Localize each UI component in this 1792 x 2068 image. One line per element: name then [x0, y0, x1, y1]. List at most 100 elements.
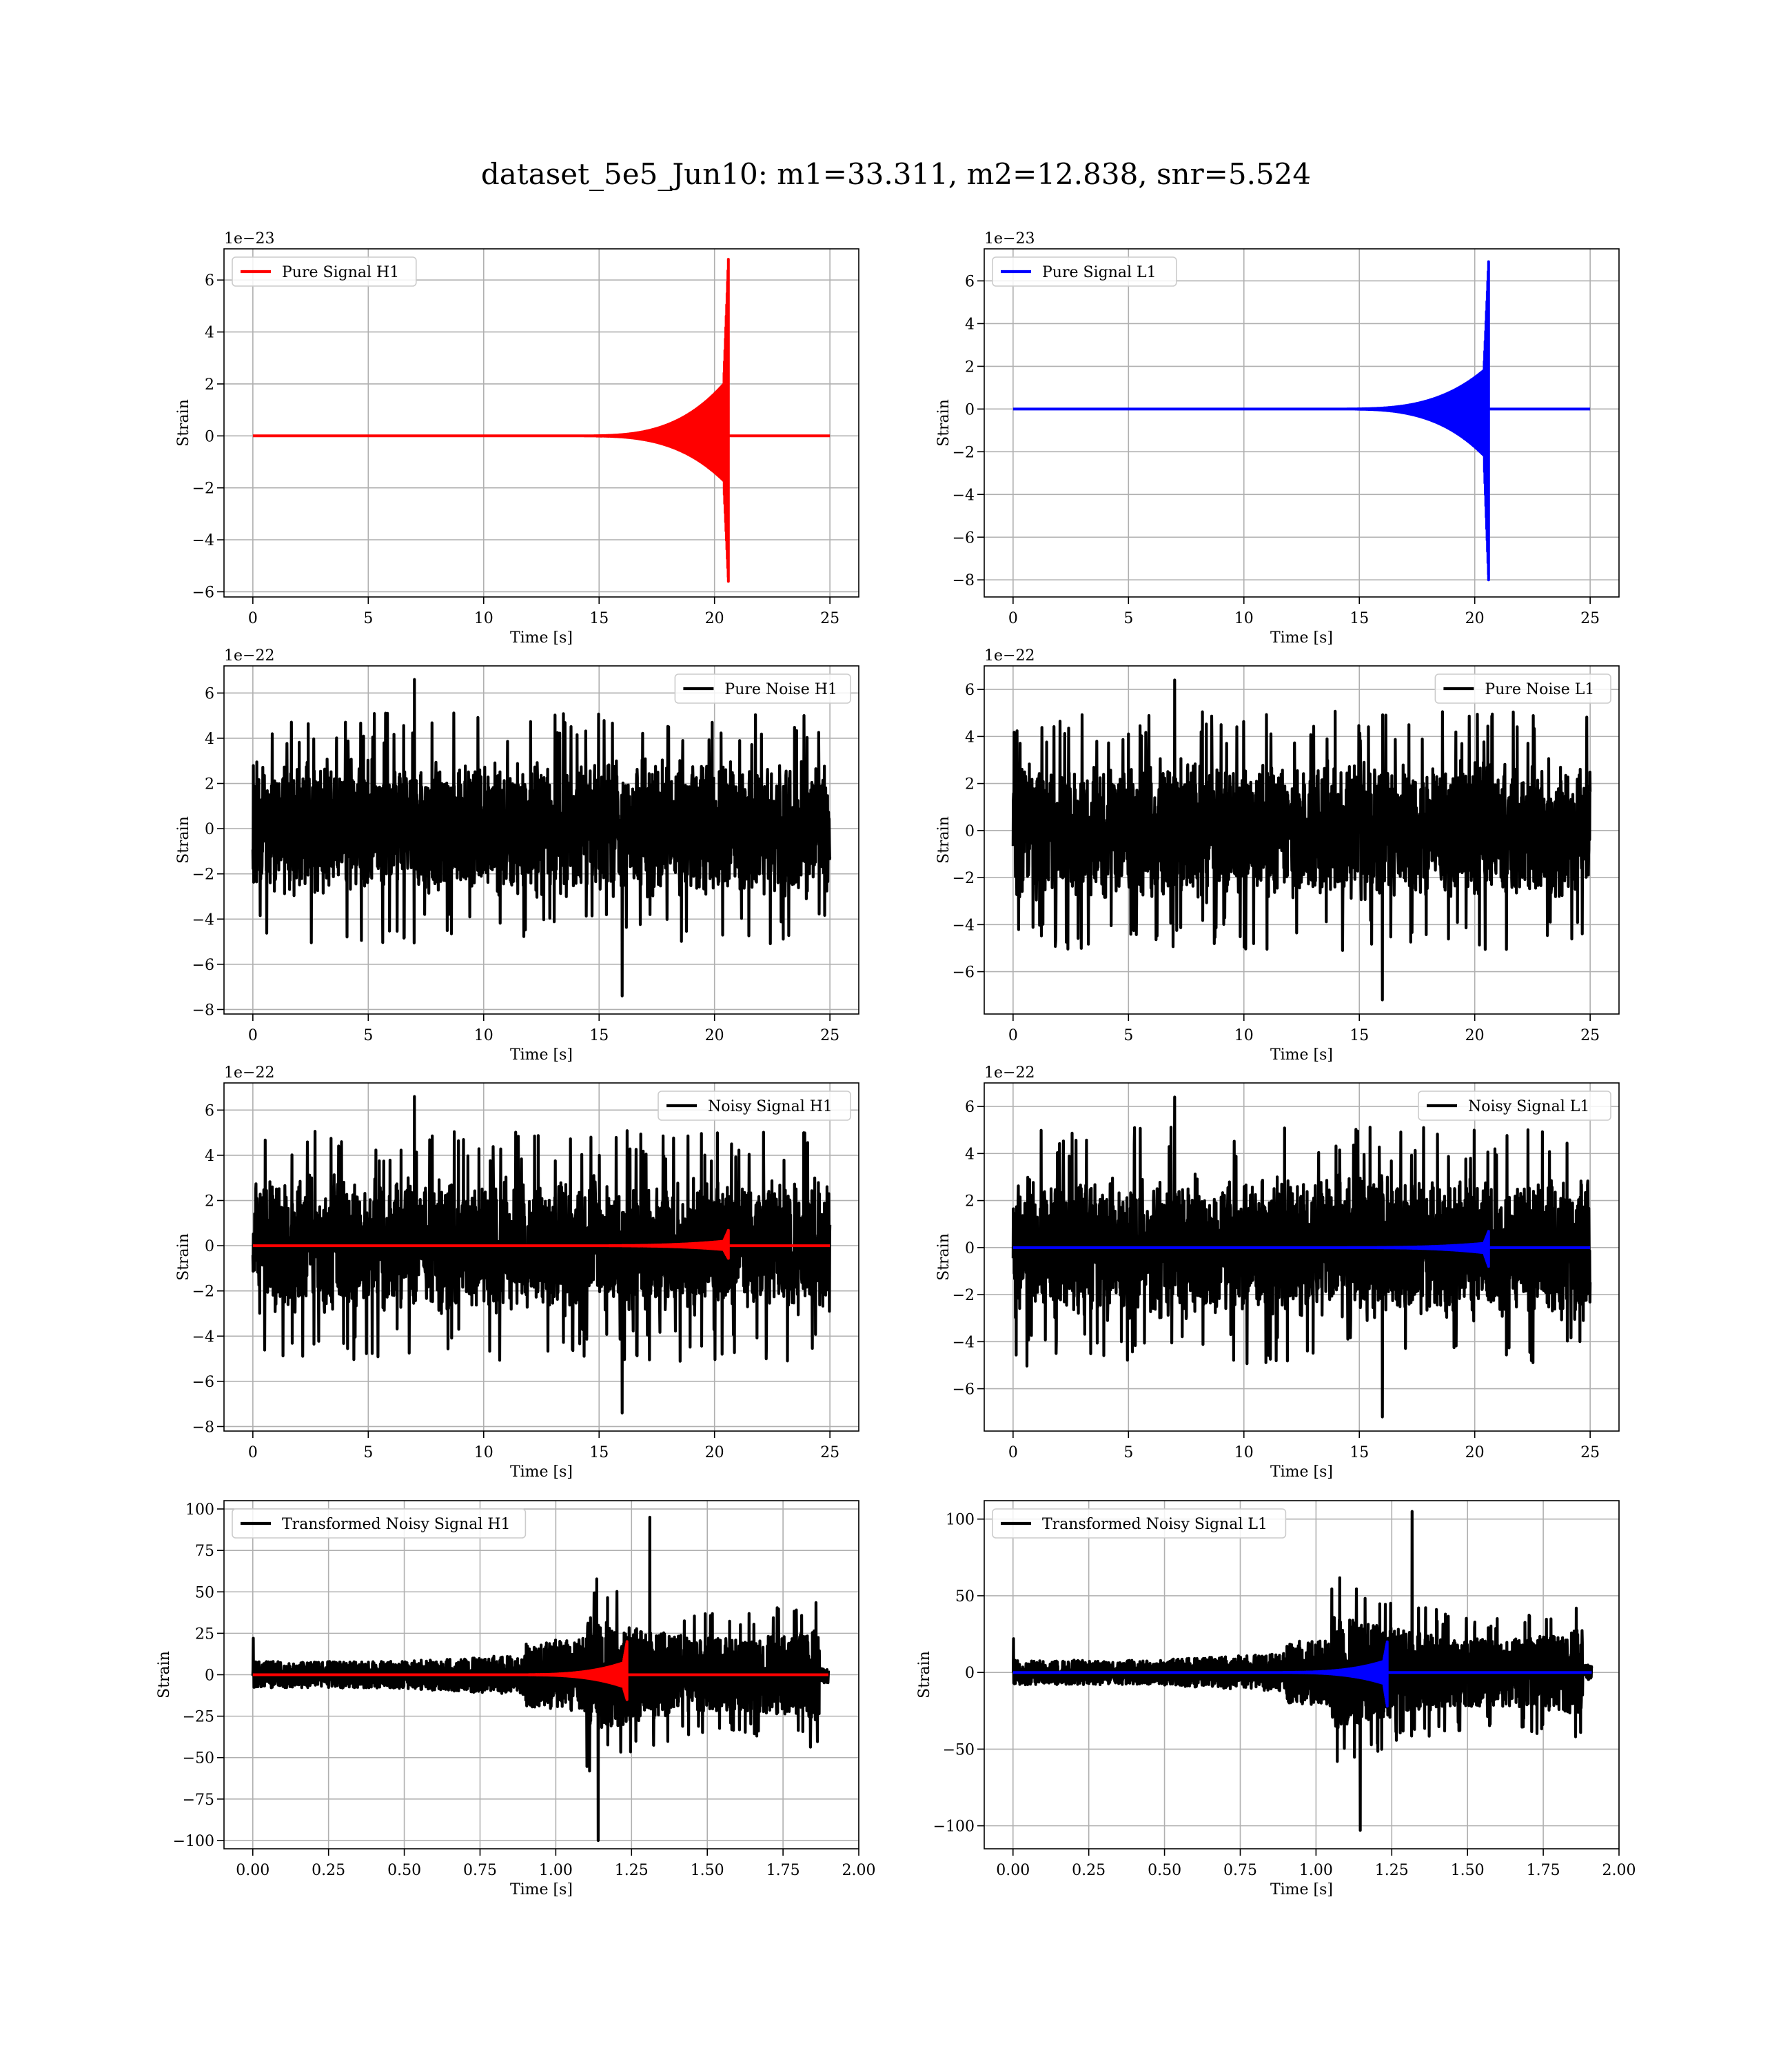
x-tick-label: 25 [1580, 1444, 1600, 1461]
x-tick-label: 15 [1350, 1027, 1369, 1044]
y-tick-label: 4 [205, 731, 214, 748]
x-tick-label: 20 [1465, 610, 1485, 627]
plot-area [1012, 1510, 1594, 1832]
offset-label: 1e−22 [224, 647, 274, 665]
x-tick-label: 0.00 [996, 1862, 1030, 1879]
y-tick-label: 0 [965, 1240, 975, 1257]
y-tick-label: −8 [192, 1419, 214, 1436]
y-tick-label: −4 [953, 1334, 975, 1351]
series-line-1 [1011, 678, 1592, 1002]
series-line-1 [251, 678, 832, 997]
y-axis-label: Strain [935, 816, 953, 864]
x-tick-label: 0 [248, 1444, 258, 1461]
x-axis-label: Time [s] [510, 629, 573, 647]
legend: Pure Noise H1 [674, 673, 851, 704]
x-tick-label: 10 [474, 610, 493, 627]
y-tick-label: −6 [953, 964, 975, 982]
y-tick-label: −6 [953, 529, 975, 547]
axes-frame [984, 1500, 1620, 1849]
x-tick-label: 5 [363, 610, 373, 627]
axes-frame [984, 665, 1620, 1015]
series-line-1 [1012, 260, 1591, 582]
axes-frame [223, 248, 859, 598]
y-tick-label: −100 [933, 1818, 975, 1836]
x-tick-label: 25 [820, 1444, 839, 1461]
series-line-2 [252, 1640, 828, 1701]
y-axis-label: Strain [175, 399, 192, 447]
y-tick-label: −4 [953, 917, 975, 934]
x-tick-label: 1.25 [615, 1862, 649, 1879]
y-tick-label: −2 [192, 480, 214, 498]
legend-box [658, 1091, 851, 1121]
x-tick-label: 0.00 [236, 1862, 269, 1879]
y-tick-label: 0 [965, 1665, 975, 1682]
legend-label: Pure Signal L1 [1042, 264, 1157, 281]
legend-label: Transformed Noisy Signal L1 [1042, 1516, 1267, 1533]
x-axis-label: Time [s] [1270, 629, 1333, 647]
x-tick-label: 10 [1234, 610, 1254, 627]
y-tick-label: 6 [965, 1099, 975, 1116]
x-tick-label: 20 [1465, 1027, 1485, 1044]
y-tick-label: 0 [965, 401, 975, 418]
plot-area [1011, 678, 1592, 1002]
y-tick-label: 6 [965, 273, 975, 290]
series-line-1 [251, 1515, 831, 1843]
y-tick-label: −100 [173, 1833, 214, 1850]
offset-label: 1e−22 [984, 1064, 1035, 1082]
y-tick-label: 50 [955, 1588, 975, 1605]
legend: Transformed Noisy Signal H1 [232, 1508, 527, 1539]
y-tick-label: 0 [205, 428, 214, 445]
y-tick-label: 100 [946, 1512, 975, 1529]
y-axis-label: Strain [935, 1233, 953, 1281]
series-line-1 [251, 1095, 832, 1415]
chart-panel-8: 0.00 0.25 0.50 0.75 1.00 1.25 1.50 1.75 2.00 −100… [916, 1500, 1636, 1898]
x-tick-label: 25 [1580, 610, 1600, 627]
y-tick-label: 25 [195, 1625, 214, 1643]
legend-box [232, 1508, 527, 1539]
y-tick-label: −2 [192, 1284, 214, 1301]
y-tick-label: −4 [192, 532, 214, 549]
x-tick-label: 2.00 [1602, 1862, 1636, 1879]
x-tick-label: 0 [1008, 610, 1018, 627]
offset-label: 1e−22 [224, 1064, 274, 1082]
y-tick-label: −4 [953, 487, 975, 504]
y-tick-label: 100 [185, 1501, 214, 1519]
x-tick-label: 5 [363, 1444, 373, 1461]
plot-area [1012, 260, 1591, 582]
series-line-1 [1011, 1095, 1592, 1419]
x-tick-label: 0 [248, 610, 258, 627]
offset-label: 1e−23 [224, 230, 274, 247]
y-tick-label: −50 [943, 1741, 975, 1758]
series-line-2 [252, 1228, 831, 1260]
offset-label: 1e−23 [984, 230, 1035, 247]
y-tick-label: 0 [205, 1667, 214, 1685]
x-tick-label: 5 [1123, 1444, 1133, 1461]
y-tick-label: 75 [195, 1543, 214, 1560]
legend: Noisy Signal H1 [658, 1091, 851, 1121]
x-tick-label: 1.50 [1451, 1862, 1485, 1879]
x-axis-label: Time [s] [510, 1046, 573, 1064]
chart-panel-6: 0 5 10 15 20 25 −6 −4 −2 0 2 4 6 Time [s] Strain 1e−22 N… [935, 1064, 1620, 1481]
x-axis-label: Time [s] [1270, 1463, 1333, 1481]
x-tick-label: 0 [1008, 1027, 1018, 1044]
y-tick-label: 6 [965, 682, 975, 699]
y-axis-label: Strain [175, 1233, 192, 1281]
axes-frame [223, 665, 859, 1015]
y-tick-label: 2 [205, 1193, 214, 1210]
x-tick-label: 0.25 [1072, 1862, 1106, 1879]
x-tick-label: 5 [1123, 1027, 1133, 1044]
x-tick-label: 25 [820, 610, 839, 627]
y-tick-label: −2 [192, 866, 214, 884]
x-tick-label: 15 [1350, 1444, 1369, 1461]
y-tick-label: 2 [205, 776, 214, 793]
legend-label: Noisy Signal L1 [1468, 1098, 1589, 1115]
y-tick-label: 6 [205, 1102, 214, 1119]
legend-box [1418, 1091, 1611, 1121]
legend-label: Pure Noise H1 [724, 681, 837, 698]
x-axis-label: Time [s] [510, 1463, 573, 1481]
legend-box [992, 256, 1177, 287]
x-tick-label: 1.75 [766, 1862, 800, 1879]
legend-box [674, 673, 851, 704]
y-tick-label: −4 [192, 911, 214, 929]
